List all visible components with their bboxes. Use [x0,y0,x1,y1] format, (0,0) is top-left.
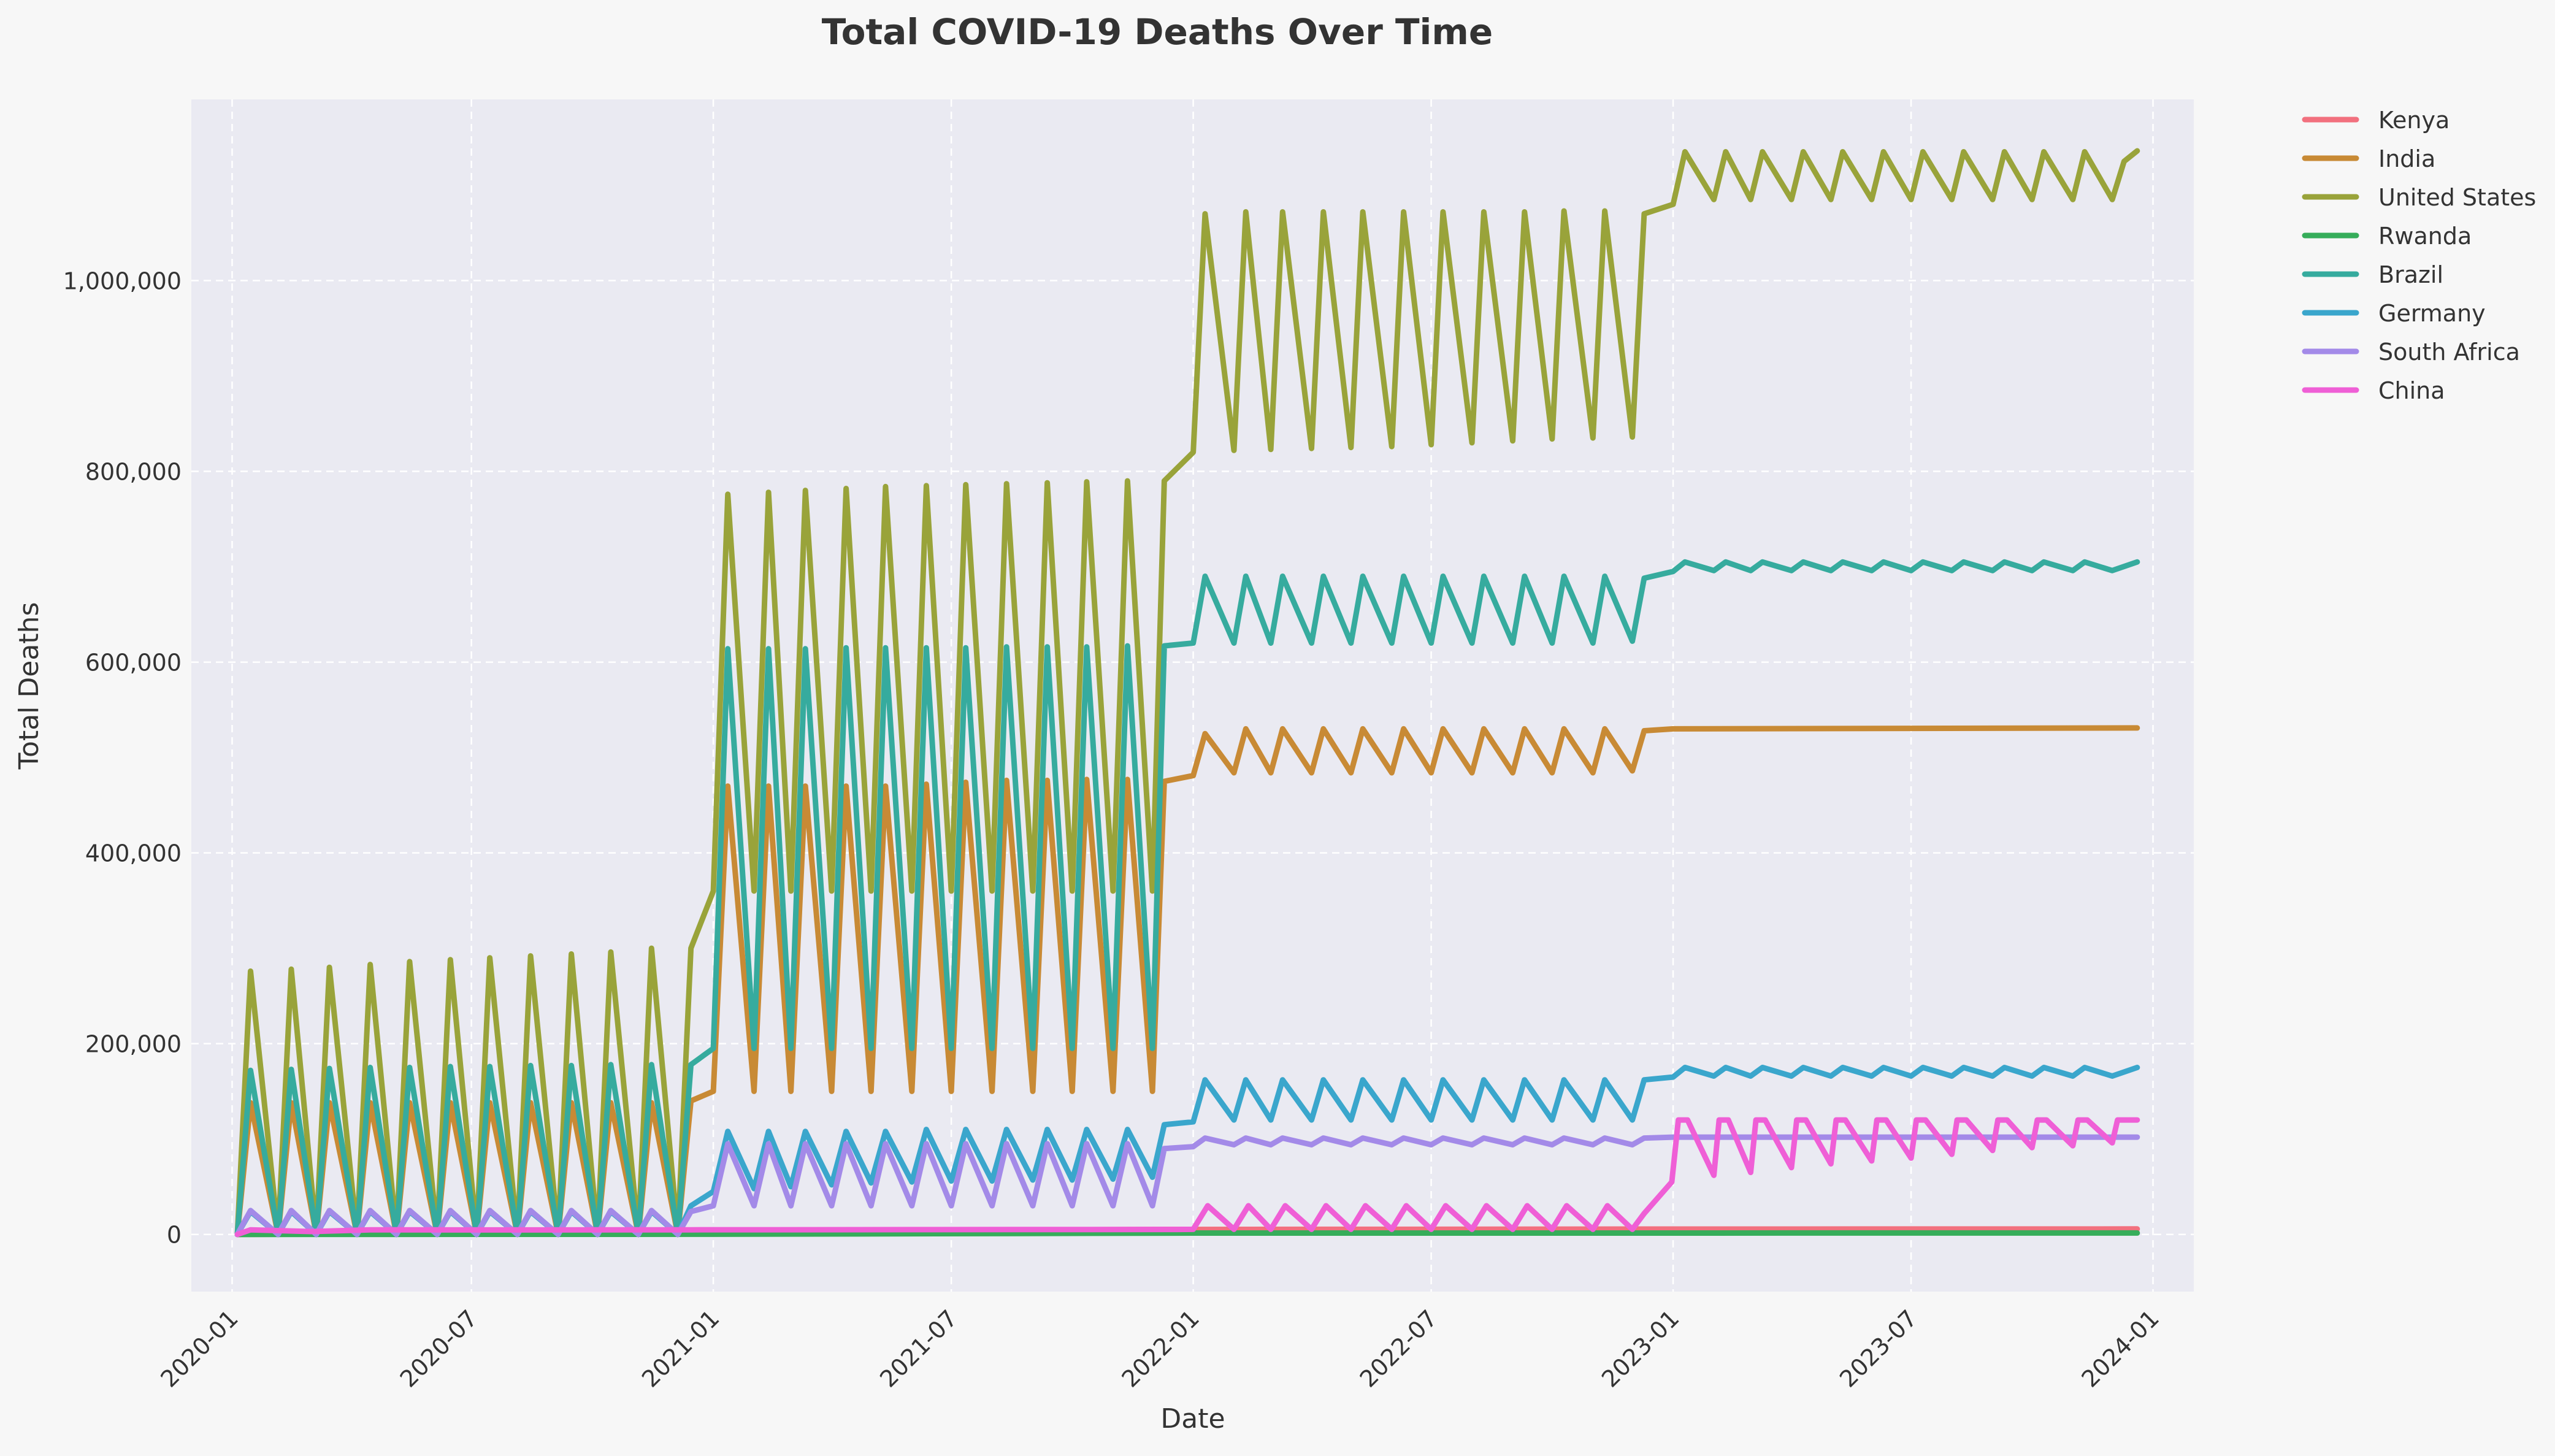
y-tick-label: 1,000,000 [63,267,182,294]
series-line-rwanda [234,1230,2140,1238]
legend-label: South Africa [2378,339,2520,366]
y-axis-ticks: 0 200,000 400,000 600,000 800,000 1,000,000 [63,267,182,1248]
y-tick-label: 0 [167,1222,182,1249]
series-line-brazil [234,559,2140,1238]
y-tick-label: 800,000 [85,459,182,486]
legend-label: Brazil [2378,261,2443,288]
y-axis-label: Total Deaths [13,602,45,770]
series-line-china [234,1117,2140,1238]
series-lines [234,148,2140,1238]
legend-label: China [2378,377,2445,404]
legend-label: Kenya [2378,107,2450,134]
chart-title: Total COVID-19 Deaths Over Time [822,11,1493,53]
x-axis-label: Date [1160,1403,1225,1435]
y-tick-label: 200,000 [85,1031,182,1058]
legend-label: Rwanda [2378,223,2472,250]
legend-label: Germany [2378,300,2486,327]
legend-label: United States [2378,184,2536,211]
legend-label: India [2378,145,2435,172]
y-tick-label: 400,000 [85,840,182,867]
y-tick-label: 600,000 [85,649,182,676]
legend: Kenya India United States Rwanda Brazil Germa… [2302,107,2536,404]
